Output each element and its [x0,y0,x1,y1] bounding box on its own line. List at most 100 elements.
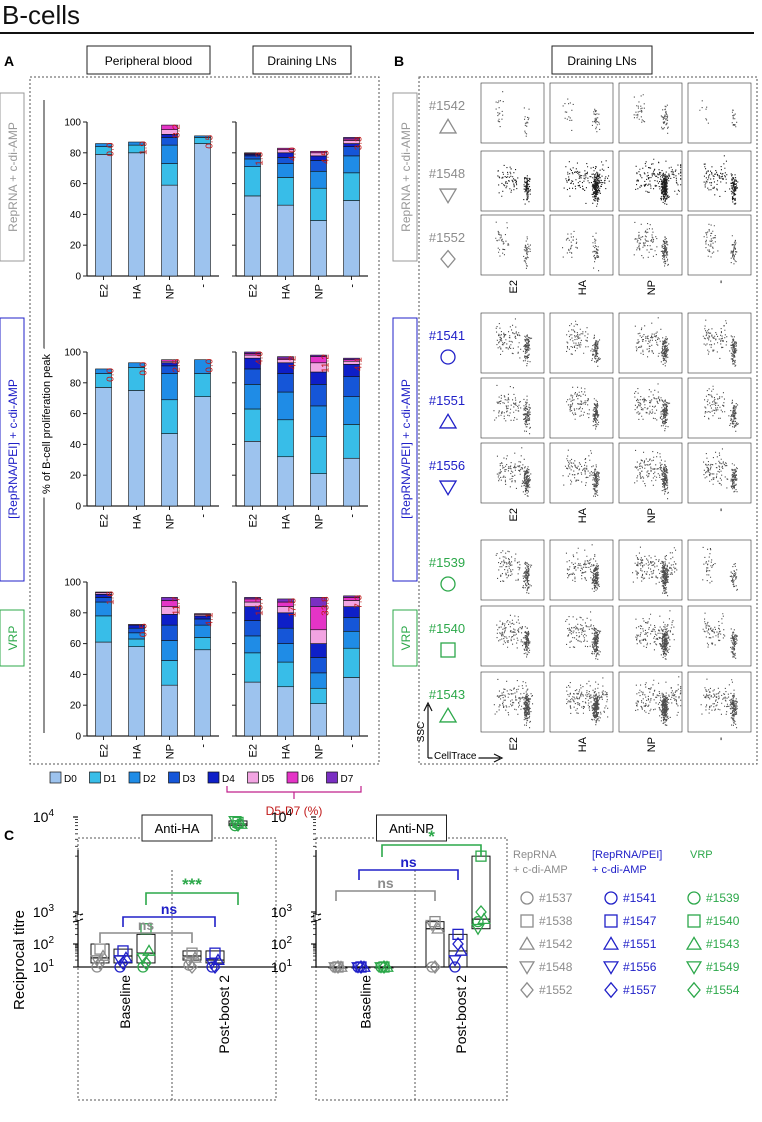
flow-x-category: - [715,737,727,741]
bar-segment-d0 [343,457,360,507]
x-tick-label: NP [314,744,326,759]
flow-events [565,544,600,592]
flow-plot-frame [687,312,752,374]
x-tick-label: NP [165,514,177,529]
y-tick-label: 60 [70,409,82,420]
bar-segment-d2 [161,640,178,661]
flow-events [495,550,533,594]
bar-segment-d1 [128,638,145,647]
y-tick-label: 100 [64,578,81,589]
annotation-d5d7: 4.2 [288,355,299,369]
animal-id: #1552 [429,230,465,245]
bar-segment-d2 [194,359,211,374]
legend-diamond-icon [604,981,618,999]
data-point-circle [472,915,484,928]
annotation-d5d7: 33.8 [321,596,332,616]
bar-segment-d1 [310,187,327,221]
annotation-d5d7: 0.0 [106,368,117,382]
annotation-d5d7: 17.5 [288,598,299,618]
legend-swatch-d6 [286,771,299,784]
x-tick-label: HA [132,513,144,529]
bar-segment-d1 [194,373,211,397]
y-tick-label: 104 [271,808,293,825]
panel-a-letter: A [4,53,14,69]
bar-segment-d6 [194,613,211,615]
bar-segment-d3 [343,617,360,632]
legend-animal-id: #1557 [623,983,657,997]
bar-segment-d0 [310,473,327,507]
flow-plot [480,539,545,601]
annotation-d5d7: 1.3 [255,151,266,165]
flow-plot-frame [618,312,683,374]
annotation-d5d7: 15.7 [255,596,266,616]
y-tick-label: 80 [70,148,82,159]
y-tick-label: 20 [70,701,82,712]
y-tick-label: 0 [75,732,81,743]
animal-circle-icon [440,349,456,365]
bar-segment-d1 [343,424,360,459]
bar-segment-d1 [277,419,294,458]
titre-plot-frame [315,837,508,1101]
bar-chart-4: 0 20 40 60 80 100 E2 1.6 HA 0.5 NP 11.7 - 4.1 [64,578,219,759]
flow-plot-frame [549,150,614,212]
legend-square-icon [687,914,701,928]
celltrace-axis-arrow [428,753,504,763]
bar-segment-d3 [244,368,261,385]
bar-segment-d2 [343,396,360,425]
x-tick-label: NP [314,284,326,299]
significance-bracket [99,932,193,943]
titre-dot-plots: Anti-HA 101 102 103 104 Baseline Post-boost 2 *… [33,808,508,1101]
panel-c-letter: C [4,827,14,843]
significance-bracket [145,892,239,905]
x-tick-label: HA [132,283,144,299]
bar-segment-d5 [310,629,327,644]
x-tick-label: - [198,744,210,748]
flow-plot [687,377,752,439]
bar-segment-d7 [343,357,360,361]
flow-row-1542: #1542 [429,82,752,144]
legend-animal-id: #1551 [623,937,657,951]
y-tick-label: 102 [33,935,55,952]
bar-segment-d0 [95,387,112,507]
bar-segment-d1 [277,661,294,688]
flow-plot-frame [618,442,683,504]
titre-plot-anti-np: Anti-NP 101 102 103 104 Baseline Post-boost 2 *… [271,808,508,1101]
flow-plot-frame [480,214,545,276]
bar-segment-d3 [161,624,178,641]
header-b-draining-lns [551,45,653,75]
legend-animal-id: #1549 [706,960,740,974]
flow-plot-frame [549,539,614,601]
significance-bracket [122,916,216,927]
flow-events [632,546,678,597]
legend-header: RepRNA [513,849,557,861]
y-tick-label: 101 [271,958,293,975]
flow-x-category: NP [646,280,658,295]
bar-segment-d3 [310,657,327,674]
significance-bracket [381,844,482,857]
flow-plot-frame [480,312,545,374]
y-axis-label-backdrop: % of B-cell proliferation peak [41,353,53,494]
header-draining-lns-text: Draining LNs [267,54,336,68]
ssc-axis-arrow [423,701,433,758]
data-point-diamond [475,904,487,920]
legend-animal-id: #1539 [706,891,740,905]
bar-segment-d1 [244,652,261,683]
legend-animal-id: #1538 [539,914,573,928]
animal-id: #1556 [429,458,465,473]
x-timepoint-label: Baseline [358,975,374,1029]
bar-chart-5: E2 15.7 HA 17.5 NP 33.8 - 7.3 [232,581,368,759]
legend-triangle-down-icon [602,961,620,975]
y-tick-label: 20 [70,241,82,252]
bar-segment-d2 [310,170,327,189]
flow-row-1556: #1556 E2 HA NP - [429,442,752,523]
data-point-triangle-down [113,955,127,967]
flow-plot-frame [618,377,683,439]
legend-label: D7 [341,774,354,785]
legend-animal-id: #1540 [706,914,740,928]
bar-segment-d6 [161,124,178,131]
flow-plot [480,312,545,374]
y-tick-label: 0 [75,502,81,513]
flow-events [704,385,739,432]
data-point-triangle-down [228,816,242,828]
flow-events [700,678,738,729]
